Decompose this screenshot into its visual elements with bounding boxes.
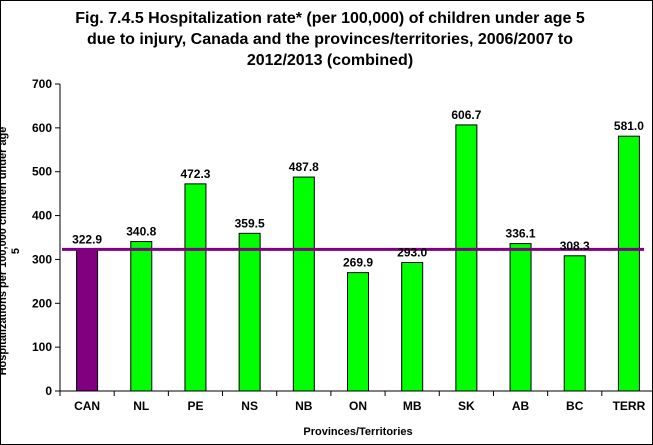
y-tick-label: 300 [32, 252, 52, 266]
y-tick-label: 200 [32, 296, 52, 310]
data-label-bc: 308.3 [560, 239, 590, 253]
bar-on [347, 272, 369, 392]
y-tick-label: 600 [32, 121, 52, 135]
data-label-sk: 606.7 [451, 108, 481, 122]
x-tick-label: NB [295, 399, 313, 413]
data-label-pe: 472.3 [180, 167, 210, 181]
y-tick-label: 100 [32, 340, 52, 354]
bar-nb [292, 176, 315, 392]
data-label-terr: 581.0 [614, 119, 644, 133]
chart-title-line-1: Fig. 7.4.5 Hospitalization rate* (per 10… [75, 10, 585, 27]
x-tick-label: MB [403, 399, 422, 413]
data-label-ab: 336.1 [506, 227, 536, 241]
bar-nl [130, 241, 153, 392]
bar-mb [401, 261, 424, 392]
data-label-nl: 340.8 [126, 225, 156, 239]
chart-title: Fig. 7.4.5 Hospitalization rate* (per 10… [40, 8, 620, 71]
x-tick-label: SK [458, 399, 475, 413]
bar-bc [563, 255, 586, 392]
x-tick-label: AB [512, 399, 530, 413]
y-tick-label: 0 [45, 384, 52, 398]
bar-can [76, 248, 99, 392]
x-tick-label: ON [349, 399, 367, 413]
y-tick-label: 400 [32, 209, 52, 223]
y-tick-label: 700 [32, 77, 52, 91]
y-axis-label: Hospitalizations per 100,000 children un… [0, 120, 22, 376]
bar-terr [617, 135, 640, 392]
bar-sk [455, 124, 478, 392]
bar-ab [509, 243, 532, 392]
x-tick-label: BC [566, 399, 584, 413]
x-tick-label: NL [133, 399, 149, 413]
data-label-can: 322.9 [72, 232, 102, 246]
data-label-nb: 487.8 [289, 160, 319, 174]
x-tick-label: CAN [74, 399, 100, 413]
chart-title-line-3: 2012/2013 (combined) [246, 52, 414, 69]
x-tick-label: TERR [613, 399, 646, 413]
x-axis-label: Provinces/Territories [303, 426, 413, 438]
data-label-on: 269.9 [343, 256, 373, 270]
y-axis-label-text: Hospitalizations per 100,000 children un… [0, 126, 22, 376]
chart-title-line-2: due to injury, Canada and the provinces/… [86, 31, 574, 48]
bar-ns [238, 232, 261, 392]
data-label-mb: 293.0 [397, 245, 427, 259]
x-tick-label: PE [187, 399, 203, 413]
y-tick-label: 500 [32, 165, 52, 179]
data-label-ns: 359.5 [235, 216, 265, 230]
x-tick-label: NS [241, 399, 258, 413]
bar-pe [184, 183, 207, 392]
